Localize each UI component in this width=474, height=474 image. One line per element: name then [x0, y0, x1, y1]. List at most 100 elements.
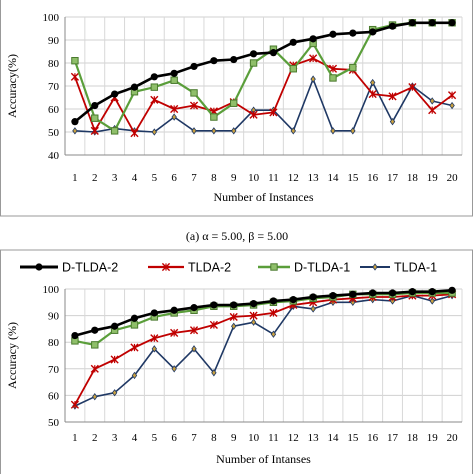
data-point — [70, 72, 80, 81]
data-point — [130, 343, 139, 352]
x-tick-label: 1 — [72, 172, 78, 184]
legend-swatch-marker — [35, 263, 43, 271]
data-point — [91, 114, 99, 122]
x-tick-label: 10 — [248, 172, 260, 184]
data-point — [329, 30, 337, 38]
data-point — [428, 106, 437, 115]
y-tick-label: 100 — [43, 12, 60, 24]
x-tick-label: 14 — [327, 432, 339, 444]
data-point — [70, 400, 80, 409]
data-point — [289, 296, 297, 304]
data-point — [249, 59, 258, 67]
data-point — [231, 127, 237, 135]
legend-label: TLDA-2 — [188, 261, 231, 275]
legend-item-tlda-1: TLDA-1 — [360, 261, 437, 275]
legend-label: TLDA-1 — [394, 261, 437, 275]
series-d-tlda-2 — [71, 19, 456, 126]
legend-item-d-tlda-2: D-TLDA-2 — [20, 261, 118, 275]
x-axis-label: Number of Instances — [214, 190, 314, 204]
data-point — [408, 288, 416, 296]
data-point — [190, 304, 198, 312]
data-point — [369, 28, 377, 36]
data-point — [210, 113, 218, 121]
data-point — [130, 83, 139, 91]
data-point — [249, 311, 258, 320]
data-point — [209, 320, 218, 330]
series-d-tlda-2 — [71, 286, 456, 340]
data-point — [111, 389, 118, 397]
data-point — [369, 78, 376, 87]
bottom-panel-frame — [0, 249, 473, 474]
data-point — [230, 301, 238, 309]
x-tick-label: 3 — [112, 432, 118, 444]
data-point — [389, 297, 396, 305]
top-panel-frame — [0, 0, 473, 217]
data-point — [349, 63, 357, 72]
data-point — [211, 369, 217, 377]
data-point — [349, 290, 357, 298]
data-point — [408, 19, 416, 27]
y-tick-label: 80 — [48, 58, 60, 70]
data-point — [130, 321, 139, 329]
data-point — [429, 97, 435, 105]
data-point — [90, 126, 99, 135]
data-point — [270, 330, 277, 338]
data-point — [191, 127, 197, 135]
data-point — [309, 54, 318, 63]
data-point — [349, 29, 357, 37]
data-point — [309, 35, 317, 43]
legend-item-d-tlda-1: D-TLDA-1 — [258, 261, 350, 275]
y-tick-label: 40 — [48, 150, 60, 162]
data-point — [171, 113, 177, 121]
legend-swatch-marker — [161, 262, 171, 272]
data-point — [150, 334, 159, 343]
data-point — [269, 108, 278, 117]
x-tick-label: 20 — [447, 172, 459, 184]
data-point — [231, 322, 237, 330]
data-point — [249, 300, 258, 308]
x-tick-label: 4 — [132, 432, 138, 444]
data-point — [190, 62, 198, 71]
data-point — [150, 95, 159, 104]
data-point — [170, 306, 178, 314]
y-tick-label: 90 — [48, 311, 60, 323]
data-point — [171, 365, 177, 373]
data-point — [72, 127, 78, 135]
data-point — [269, 308, 278, 318]
x-tick-label: 2 — [92, 432, 98, 444]
x-tick-label: 4 — [132, 172, 138, 184]
data-point — [130, 314, 139, 322]
data-point — [249, 50, 258, 58]
x-tick-label: 12 — [288, 432, 299, 444]
y-tick-label: 60 — [48, 104, 60, 116]
x-tick-label: 16 — [367, 432, 379, 444]
data-point — [388, 22, 397, 30]
data-point — [350, 298, 356, 306]
x-tick-label: 1 — [72, 432, 78, 444]
legend-label: D-TLDA-1 — [294, 261, 350, 275]
data-point — [429, 297, 435, 305]
data-point — [448, 286, 456, 294]
y-axis-label: Accuracy (%) — [5, 322, 19, 389]
x-tick-label: 9 — [231, 432, 237, 444]
data-point — [249, 110, 258, 119]
x-tick-label: 18 — [407, 432, 419, 444]
data-point — [310, 305, 316, 313]
x-tick-label: 7 — [191, 172, 197, 184]
x-tick-label: 19 — [427, 172, 439, 184]
x-tick-label: 15 — [347, 172, 359, 184]
x-tick-label: 6 — [171, 432, 177, 444]
data-point — [250, 318, 257, 326]
x-tick-label: 14 — [327, 172, 339, 184]
data-point — [71, 331, 79, 340]
data-point — [448, 19, 456, 27]
data-point — [170, 328, 179, 337]
data-point — [290, 127, 296, 135]
data-point — [111, 90, 119, 98]
x-tick-label: 19 — [427, 432, 439, 444]
x-axis-label: Number of Intanses — [216, 452, 311, 466]
x-tick-label: 15 — [347, 432, 359, 444]
data-point — [91, 341, 99, 349]
